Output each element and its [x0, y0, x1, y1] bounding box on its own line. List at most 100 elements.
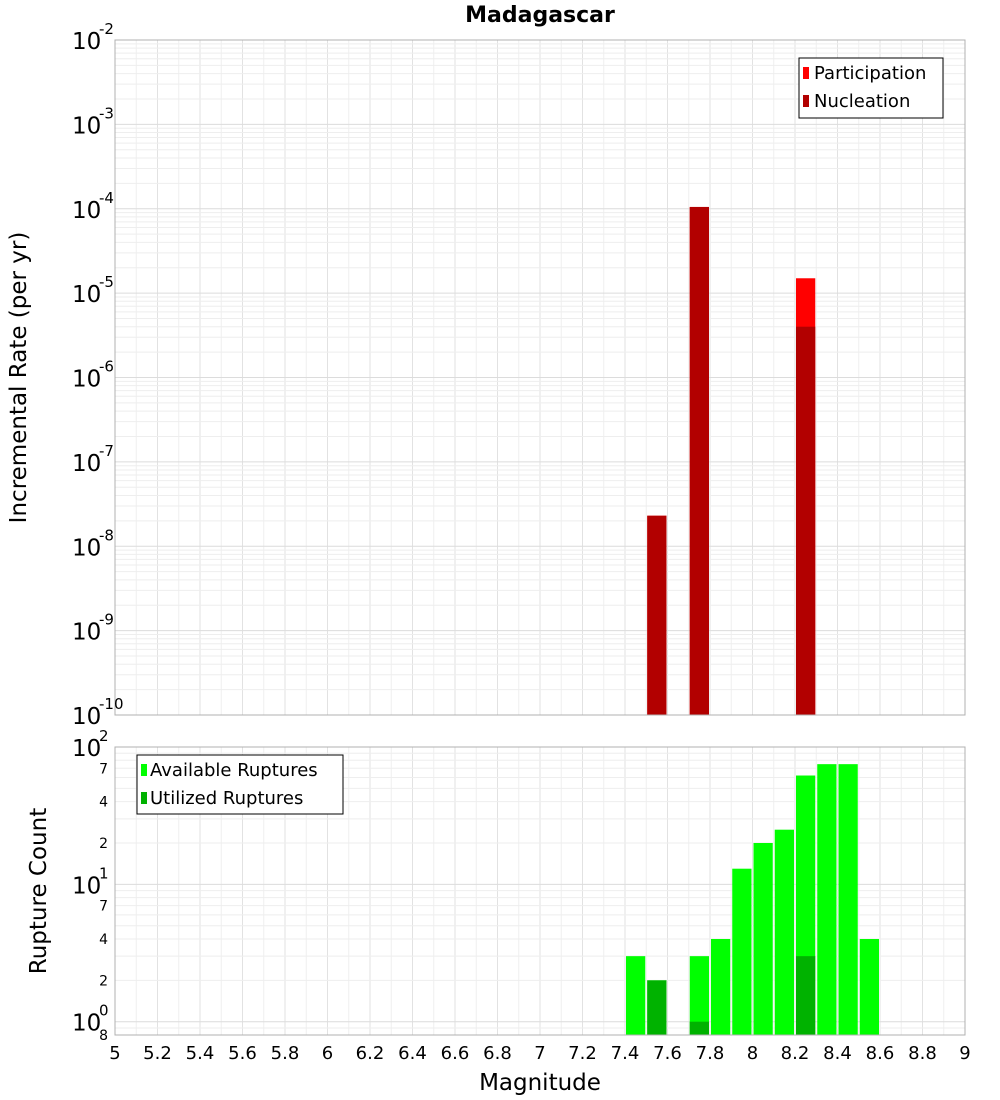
x-tick-label: 6.6 [441, 1043, 470, 1064]
top-y-tick-mantissa: 10 [72, 29, 101, 55]
top-y-tick-exponent: -7 [99, 442, 114, 460]
top-y-tick-label: 10-7 [72, 442, 114, 477]
bottom-y-tick-mantissa: 10 [72, 1011, 101, 1037]
x-tick-label: 8.8 [908, 1043, 937, 1064]
top-nucleation-bar [647, 515, 667, 715]
bottom-y-tick-exponent: 2 [99, 727, 109, 745]
x-tick-label: 6.8 [483, 1043, 512, 1064]
top-y-tick-mantissa: 10 [72, 620, 101, 646]
legend-swatch-utilized-ruptures [141, 792, 147, 804]
top-nucleation-bar [796, 326, 816, 715]
top-y-tick-exponent: -8 [99, 526, 114, 544]
x-tick-label: 5.6 [228, 1043, 257, 1064]
bottom-available-ruptures-bar [838, 764, 858, 1035]
bottom-available-ruptures-bar [753, 843, 773, 1035]
x-tick-label: 8.6 [866, 1043, 895, 1064]
top-y-tick-label: 10-2 [72, 20, 114, 55]
bottom-utilized-ruptures-bar [689, 1021, 709, 1035]
top-y-tick-mantissa: 10 [72, 113, 101, 139]
bottom-y-minor-tick-label: 4 [99, 795, 108, 811]
bottom-available-ruptures-bar [626, 956, 646, 1035]
bottom-legend-box [136, 754, 344, 815]
x-tick-label: 6.2 [356, 1043, 385, 1064]
x-tick-label: 8.4 [823, 1043, 852, 1064]
chart-title: Madagascar [465, 3, 615, 28]
top-legend: Participation Nucleation [798, 57, 944, 119]
top-y-tick-label: 10-4 [72, 189, 114, 224]
bottom-y-minor-tick-label: 7 [99, 761, 108, 777]
top-y-tick-label: 10-5 [72, 273, 114, 308]
x-tick-label: 7 [534, 1043, 545, 1064]
bottom-y-minor-tick-label: 4 [99, 932, 108, 948]
top-y-tick-exponent: -10 [99, 695, 124, 713]
bottom-y-minor-tick-label: 2 [99, 836, 108, 852]
top-y-tick-mantissa: 10 [72, 704, 101, 730]
x-tick-label: 8 [747, 1043, 758, 1064]
legend-label-nucleation: Nucleation [814, 91, 910, 112]
bottom-available-ruptures-bar [689, 956, 709, 1035]
top-y-tick-label: 10-10 [72, 695, 124, 730]
top-y-tick-label: 10-9 [72, 611, 114, 646]
top-y-axis-title: Incremental Rate (per yr) [6, 232, 32, 524]
top-y-tick-exponent: -9 [99, 611, 114, 629]
bottom-y-minor-tick-label: 2 [99, 973, 108, 989]
x-tick-label: 7.6 [653, 1043, 682, 1064]
top-y-tick-label: 10-6 [72, 358, 114, 393]
bottom-available-ruptures-bar [859, 939, 879, 1035]
top-y-tick-exponent: -2 [99, 20, 114, 38]
top-y-tick-exponent: -3 [99, 104, 114, 122]
x-tick-label: 7.4 [611, 1043, 640, 1064]
x-tick-label: 5.8 [271, 1043, 300, 1064]
top-y-tick-mantissa: 10 [72, 535, 101, 561]
legend-swatch-participation [803, 67, 809, 79]
bottom-available-ruptures-bar [711, 939, 731, 1035]
x-tick-label: 9 [959, 1043, 970, 1064]
legend-label-utilized-ruptures: Utilized Ruptures [150, 788, 303, 809]
bottom-y-tick-label: 100 [72, 1002, 109, 1037]
x-tick-label: 7.8 [696, 1043, 725, 1064]
x-tick-label: 8.2 [781, 1043, 810, 1064]
bottom-y-axis-title: Rupture Count [26, 808, 52, 974]
bottom-available-ruptures-bar [732, 868, 752, 1035]
top-legend-box [798, 57, 944, 119]
top-y-tick-mantissa: 10 [72, 282, 101, 308]
legend-label-available-ruptures: Available Ruptures [150, 760, 318, 781]
bottom-plot-border [114, 746, 966, 1036]
legend-label-participation: Participation [814, 63, 926, 84]
top-y-tick-exponent: -5 [99, 273, 114, 291]
x-tick-label: 7.2 [568, 1043, 597, 1064]
incremental-rate-panel: Madagascar10-210-310-410-510-610-710-810… [6, 3, 966, 730]
top-plot-border [114, 39, 966, 716]
x-axis-title: Magnitude [479, 1070, 601, 1096]
x-tick-label: 5.2 [143, 1043, 172, 1064]
legend-swatch-available-ruptures [141, 764, 147, 776]
top-y-tick-label: 10-8 [72, 526, 114, 561]
top-y-tick-mantissa: 10 [72, 451, 101, 477]
top-nucleation-bar [689, 206, 709, 715]
bottom-y-tick-label: 101 [72, 864, 109, 899]
bottom-legend: Available Ruptures Utilized Ruptures [136, 754, 344, 815]
x-tick-label: 5 [109, 1043, 120, 1064]
bottom-utilized-ruptures-bar [796, 956, 816, 1035]
bottom-available-ruptures-bar [817, 764, 837, 1035]
top-y-tick-mantissa: 10 [72, 367, 101, 393]
bottom-y-minor-tick-label: 7 [99, 899, 108, 915]
bottom-y-tick-exponent: 0 [99, 1002, 109, 1020]
bottom-utilized-ruptures-bar [647, 980, 667, 1035]
bottom-y-tick-label: 102 [72, 727, 109, 762]
top-y-tick-exponent: -4 [99, 189, 114, 207]
x-tick-label: 5.4 [186, 1043, 215, 1064]
bottom-available-ruptures-bar [774, 829, 794, 1035]
top-y-tick-label: 10-3 [72, 104, 114, 139]
bottom-y-tick-exponent: 1 [99, 864, 109, 882]
bottom-y-tick-mantissa: 10 [72, 873, 101, 899]
top-y-tick-mantissa: 10 [72, 198, 101, 224]
x-tick-label: 6 [322, 1043, 333, 1064]
bottom-y-minor-tick-label: 8 [99, 1028, 108, 1044]
legend-swatch-nucleation [803, 95, 809, 107]
bottom-y-tick-mantissa: 10 [72, 736, 101, 762]
x-tick-label: 6.4 [398, 1043, 427, 1064]
top-y-tick-exponent: -6 [99, 358, 114, 376]
